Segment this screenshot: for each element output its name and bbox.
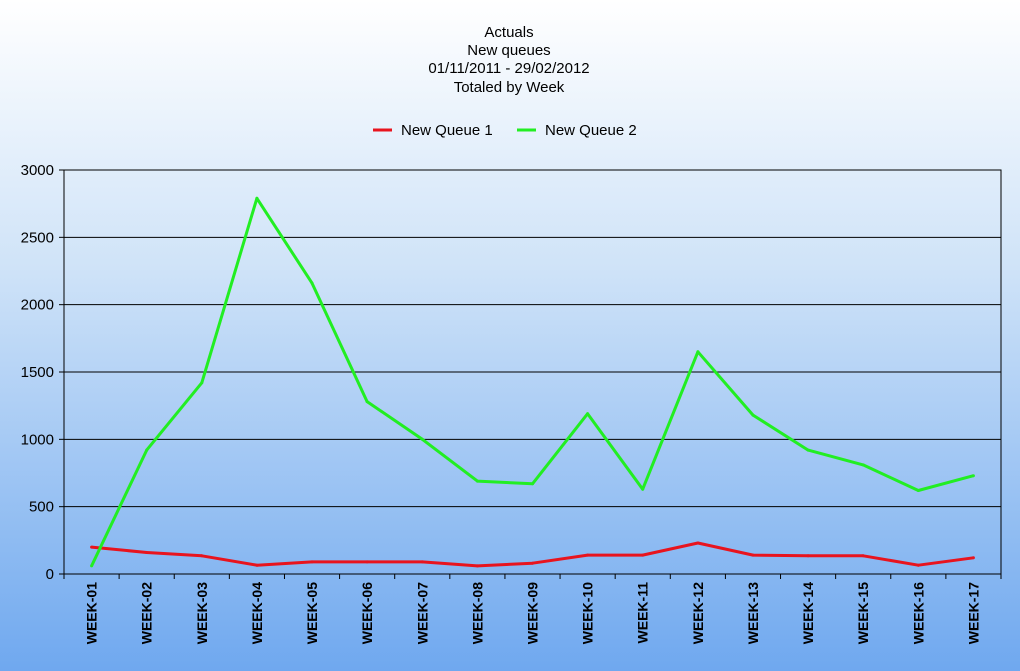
data-point-new-queue-1 (971, 556, 975, 560)
data-point-new-queue-2 (310, 281, 314, 285)
data-point-new-queue-1 (531, 561, 534, 565)
plot-area (63, 169, 1002, 575)
y-tick-label: 1000 (21, 431, 54, 448)
data-point-new-queue-1 (475, 564, 479, 568)
x-tick-label: WEEK-05 (304, 582, 320, 644)
data-point-new-queue-2 (641, 487, 645, 491)
data-point-new-queue-1 (641, 553, 645, 557)
y-tick-label: 500 (29, 499, 54, 516)
data-point-new-queue-2 (916, 489, 920, 492)
data-point-new-queue-2 (200, 381, 204, 385)
chart-title: Actuals New queues 01/11/2011 - 29/02/20… (428, 24, 589, 96)
title-line-3: 01/11/2011 - 29/02/2012 (428, 60, 589, 77)
data-point-new-queue-2 (475, 479, 479, 483)
data-point-new-queue-2 (861, 463, 865, 467)
y-tick-label: 1500 (21, 364, 54, 381)
data-point-new-queue-1 (420, 560, 424, 564)
data-point-new-queue-2 (90, 564, 94, 568)
data-point-new-queue-1 (255, 563, 259, 567)
x-tick-label: WEEK-04 (249, 582, 265, 644)
data-point-new-queue-1 (365, 560, 369, 564)
data-point-new-queue-1 (145, 551, 149, 554)
data-point-new-queue-2 (145, 448, 149, 452)
gridlines (64, 236, 1001, 508)
x-tick-label: WEEK-09 (525, 582, 541, 644)
data-point-new-queue-2 (420, 437, 424, 441)
data-point-new-queue-1 (916, 563, 920, 567)
data-point-new-queue-1 (310, 560, 314, 564)
title-line-2: New queues (467, 42, 550, 59)
x-tick-label: WEEK-03 (194, 582, 210, 644)
x-tick-label: WEEK-01 (84, 582, 100, 644)
x-tick-label: WEEK-13 (745, 582, 761, 644)
data-point-new-queue-1 (806, 554, 810, 558)
legend: New Queue 1 New Queue 2 (373, 122, 637, 139)
x-axis: WEEK-01 WEEK-02 WEEK-03 WEEK-04 WEEK-05 WEEK-… (63, 574, 1002, 644)
legend-label-new-queue-1: New Queue 1 (401, 122, 493, 139)
x-tick-label: WEEK-17 (965, 582, 981, 644)
x-tick-label: WEEK-06 (359, 582, 375, 644)
data-point-new-queue-1 (751, 553, 755, 557)
data-point-new-queue-2 (586, 412, 590, 416)
data-point-new-queue-2 (531, 482, 534, 486)
title-line-1: Actuals (484, 24, 533, 41)
data-point-new-queue-2 (971, 474, 975, 478)
x-tick-label: WEEK-14 (800, 582, 816, 644)
x-tick-label: WEEK-10 (580, 582, 596, 644)
series-lines (90, 196, 975, 568)
y-tick-label: 2000 (21, 297, 54, 314)
x-tick-label: WEEK-15 (855, 582, 871, 644)
y-axis: 0 500 1000 1500 2000 2500 3000 (21, 162, 64, 583)
y-tick-label: 0 (46, 566, 54, 583)
x-tick-label: WEEK-07 (414, 582, 430, 644)
data-point-new-queue-1 (696, 541, 700, 545)
data-point-new-queue-2 (696, 350, 700, 354)
data-point-new-queue-2 (255, 196, 259, 200)
data-point-new-queue-2 (751, 413, 755, 417)
x-tick-label: WEEK-02 (139, 582, 155, 644)
x-tick-label: WEEK-11 (635, 582, 651, 644)
x-tick-label: WEEK-08 (469, 582, 485, 644)
data-point-new-queue-1 (90, 545, 94, 549)
data-point-new-queue-1 (586, 553, 590, 557)
y-tick-label: 2500 (21, 229, 54, 246)
data-point-new-queue-2 (365, 400, 369, 404)
series-line-new-queue-2 (90, 196, 974, 567)
title-line-4: Totaled by Week (454, 79, 565, 96)
legend-label-new-queue-2: New Queue 2 (545, 122, 637, 139)
x-tick-label: WEEK-16 (910, 582, 926, 644)
y-tick-label: 3000 (21, 162, 54, 179)
data-point-new-queue-2 (806, 448, 810, 452)
data-point-new-queue-1 (200, 554, 204, 558)
data-point-new-queue-1 (861, 554, 865, 558)
x-tick-label: WEEK-12 (690, 582, 706, 644)
